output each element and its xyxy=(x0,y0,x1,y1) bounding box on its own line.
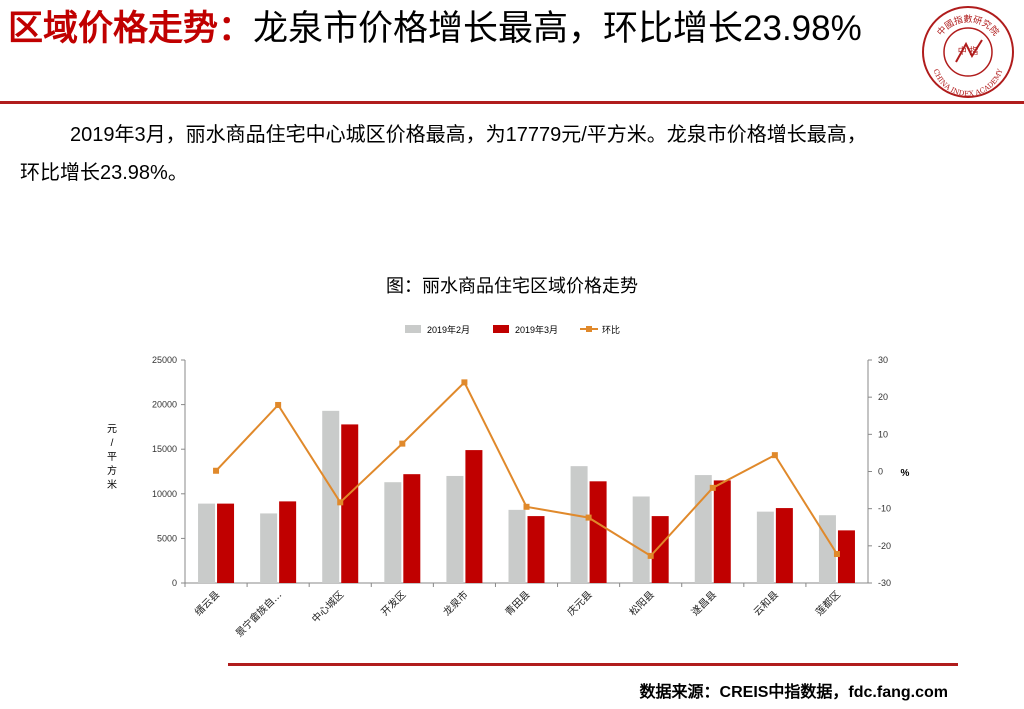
x-category-label: 遂昌县 xyxy=(688,588,718,618)
bar-mar xyxy=(341,424,359,583)
bar-feb xyxy=(446,475,464,583)
bar-mar xyxy=(837,530,855,583)
title-highlight: 区域价格走势： xyxy=(8,9,254,48)
bar-mar xyxy=(279,501,297,583)
bar-feb xyxy=(322,410,340,583)
x-category-label: 庆元县 xyxy=(564,588,594,618)
bar-mar xyxy=(589,481,607,583)
right-tick-label: 10 xyxy=(878,429,888,439)
legend-label: 2019年2月 xyxy=(427,324,470,335)
right-tick-label: 0 xyxy=(878,467,883,477)
line-mom xyxy=(215,380,838,558)
line-marker xyxy=(523,503,530,510)
right-tick-label: 30 xyxy=(878,355,888,365)
bar-feb xyxy=(570,466,588,583)
legend-swatch-marker xyxy=(586,326,592,332)
right-tick-label: -20 xyxy=(878,541,891,551)
left-tick-label: 20000 xyxy=(152,400,177,410)
right-tick-label: 20 xyxy=(878,392,888,402)
legend-swatch xyxy=(405,325,421,333)
bar-feb xyxy=(756,511,774,583)
left-tick-label: 25000 xyxy=(152,355,177,365)
y-axis-label-char: / xyxy=(111,438,114,449)
description-line-1: 2019年3月，丽水商品住宅中心城区价格最高，为17779元/平方米。龙泉市价格… xyxy=(70,124,867,146)
y-axis-label-char: 平 xyxy=(107,452,117,463)
bar-feb xyxy=(198,503,216,583)
line-marker xyxy=(771,452,778,459)
y-axis-label-char: 方 xyxy=(107,464,117,477)
bar-feb xyxy=(508,509,526,583)
line-marker xyxy=(213,467,220,474)
description: 2019年3月，丽水商品住宅中心城区价格最高，为17779元/平方米。龙泉市价格… xyxy=(20,116,1010,192)
bar-feb xyxy=(632,496,650,583)
left-tick-label: 15000 xyxy=(152,444,177,454)
y2-axis-label: % xyxy=(901,468,910,479)
line-marker xyxy=(461,379,468,386)
right-tick-label: -30 xyxy=(878,578,891,588)
right-tick-label: -10 xyxy=(878,504,891,514)
bar-mar xyxy=(403,474,421,583)
x-category-label: 中心城区 xyxy=(309,588,346,625)
line-marker xyxy=(337,499,344,506)
bar-mar xyxy=(713,480,731,583)
bar-feb xyxy=(260,513,278,583)
legend-label: 环比 xyxy=(602,324,620,335)
bar-mar xyxy=(217,503,235,583)
left-tick-label: 0 xyxy=(172,578,177,588)
x-category-label: 青田县 xyxy=(502,588,532,618)
footer-divider xyxy=(228,663,958,666)
bar-mar xyxy=(527,516,545,583)
page-title: 区域价格走势：龙泉市价格增长最高，环比增长23.98% xyxy=(8,6,908,52)
title-main: 龙泉市价格增长最高，环比增长23.98% xyxy=(253,9,862,48)
bar-mar xyxy=(651,516,669,583)
description-line-2: 环比增长23.98%。 xyxy=(20,162,188,184)
legend-swatch xyxy=(493,325,509,333)
chart-canvas: 0 5000 10000 15000 20000 25000 -30 -20 -10 0 10 20 3… xyxy=(107,324,910,640)
left-tick-label: 10000 xyxy=(152,489,177,499)
line-marker xyxy=(647,552,654,559)
x-category-label: 云和县 xyxy=(751,589,781,619)
bar-feb xyxy=(384,482,402,583)
y-axis-label-char: 元 xyxy=(107,424,117,435)
x-category-label: 缙云县 xyxy=(192,588,222,618)
china-index-academy-logo: 中國指數研究院 CHINA INDEX ACADEMY 中 指 xyxy=(920,4,1016,100)
data-source: 数据来源：CREIS中指数据，fdc.fang.com xyxy=(639,684,948,701)
line-marker xyxy=(275,401,282,408)
x-category-label: 景宁畲族自… xyxy=(233,588,285,640)
chart-title: 图：丽水商品住宅区域价格走势 xyxy=(386,276,638,296)
left-tick-label: 5000 xyxy=(157,533,177,543)
y-axis-label-char: 米 xyxy=(107,478,117,491)
line-marker xyxy=(399,440,406,447)
bar-mar xyxy=(465,450,483,583)
header-divider xyxy=(0,101,1024,104)
line-marker xyxy=(585,514,592,521)
legend-label: 2019年3月 xyxy=(515,324,558,335)
bar-mar xyxy=(775,508,793,583)
x-category-label: 开发区 xyxy=(378,588,408,618)
line-marker xyxy=(709,484,716,491)
x-category-label: 松阳县 xyxy=(626,588,656,618)
x-category-label: 龙泉市 xyxy=(440,588,470,618)
line-marker xyxy=(833,551,840,558)
logo-center-text: 中 指 xyxy=(958,45,979,56)
x-category-label: 莲都区 xyxy=(813,589,843,619)
